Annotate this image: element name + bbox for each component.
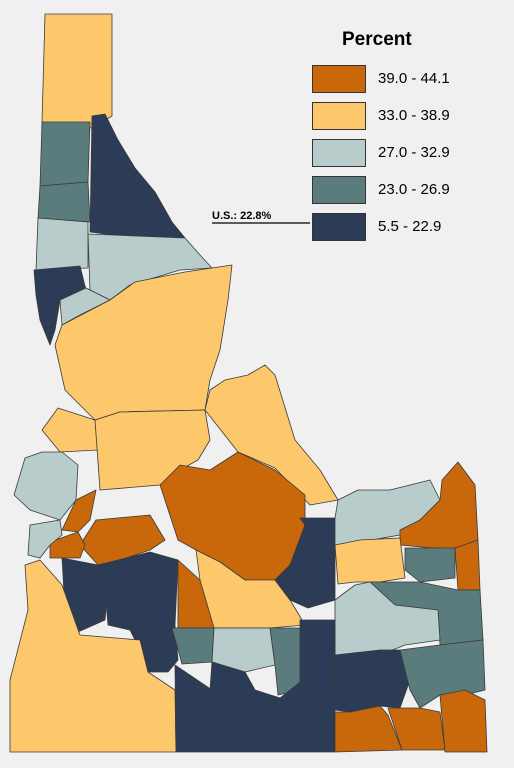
county-blaine bbox=[195, 549, 306, 629]
county-boundary bbox=[41, 13, 113, 129]
county-idaho bbox=[54, 264, 233, 421]
legend-item: 33.0 - 38.9 bbox=[312, 97, 502, 134]
legend-label: 33.0 - 38.9 bbox=[378, 107, 450, 124]
legend-item: 27.0 - 32.9 bbox=[312, 134, 502, 171]
county-payette bbox=[61, 489, 97, 533]
county-canyon bbox=[49, 531, 86, 559]
county-teton bbox=[454, 539, 481, 591]
legend-swatch bbox=[312, 175, 366, 204]
legend-swatch bbox=[312, 212, 366, 241]
county-madison bbox=[404, 547, 456, 583]
us-average-label: U.S.: 22.8% bbox=[212, 210, 272, 222]
county-jefferson bbox=[334, 537, 406, 585]
county-oneida bbox=[334, 705, 403, 753]
county-kootenai bbox=[39, 121, 91, 187]
county-franklin bbox=[387, 707, 446, 751]
county-lincoln bbox=[211, 627, 276, 673]
county-minidoka bbox=[269, 627, 301, 696]
county-fremont bbox=[399, 461, 479, 551]
legend-swatch bbox=[312, 101, 366, 130]
legend: Percent 39.0 - 44.1 33.0 - 38.9 27.0 - 3… bbox=[312, 28, 502, 245]
county-benewah bbox=[37, 181, 91, 223]
county-nez-perce bbox=[33, 265, 87, 346]
legend-swatch bbox=[312, 138, 366, 167]
county-elmore bbox=[97, 551, 179, 673]
legend-item: 5.5 - 22.9 bbox=[312, 208, 502, 245]
county-shoshone bbox=[89, 113, 186, 239]
legend-title: Percent bbox=[342, 29, 412, 50]
county-latah bbox=[35, 217, 89, 271]
legend-item: 39.0 - 44.1 bbox=[312, 60, 502, 97]
county-boise bbox=[27, 519, 63, 559]
legend-label: 23.0 - 26.9 bbox=[378, 181, 450, 198]
county-owyhee bbox=[9, 559, 177, 753]
legend-label: 27.0 - 32.9 bbox=[378, 144, 450, 161]
legend-swatch bbox=[312, 64, 366, 93]
county-washington bbox=[13, 451, 79, 521]
legend-item: 23.0 - 26.9 bbox=[312, 171, 502, 208]
county-lemhi bbox=[204, 364, 339, 506]
county-bear-lake bbox=[439, 689, 488, 753]
legend-label: 5.5 - 22.9 bbox=[378, 218, 442, 235]
legend-label: 39.0 - 44.1 bbox=[378, 70, 450, 87]
county-gooding bbox=[171, 627, 215, 665]
county-power bbox=[299, 619, 336, 691]
county-valley bbox=[94, 409, 211, 491]
us-average-marker: U.S.: 22.8% bbox=[212, 210, 271, 222]
county-bannock bbox=[334, 649, 411, 713]
